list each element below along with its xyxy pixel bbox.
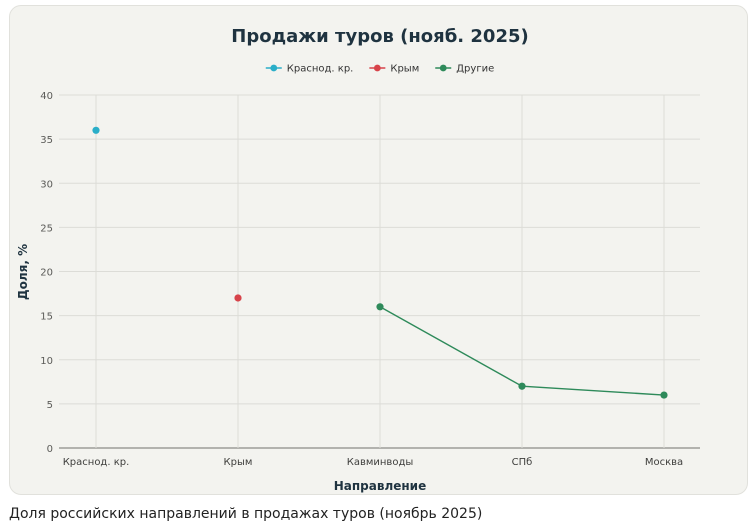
y-tick-label: 20 — [40, 268, 53, 279]
chart-title: Продажи туров (нояб. 2025) — [231, 26, 528, 47]
x-axis: Краснод. кр. Крым Кавминводы СПб Москва — [63, 457, 683, 468]
legend-dot-marker — [373, 64, 381, 72]
legend-item: Другие — [435, 64, 494, 75]
legend-item: Крым — [369, 64, 419, 75]
x-tick-label: Крым — [224, 457, 253, 468]
grid — [59, 94, 700, 449]
y-tick-label: 35 — [40, 135, 53, 146]
y-tick-label: 30 — [40, 179, 53, 190]
chart-card: Продажи туров (нояб. 2025) Краснод. кр. К… — [9, 5, 748, 495]
y-axis-label: Доля, % — [16, 244, 30, 300]
x-axis-label: Направление — [334, 479, 426, 493]
legend-label: Другие — [456, 64, 494, 75]
legend-label: Крым — [390, 64, 419, 75]
data-point — [92, 126, 100, 134]
y-tick-label: 5 — [47, 400, 53, 411]
legend: Краснод. кр. Крым Другие — [265, 64, 494, 75]
series-layer — [92, 126, 668, 399]
x-tick-label: СПб — [512, 457, 533, 468]
y-tick-label: 40 — [40, 91, 53, 102]
data-point — [660, 391, 668, 399]
y-tick-label: 25 — [40, 223, 53, 234]
legend-dot-marker — [270, 64, 278, 72]
x-tick-label: Краснод. кр. — [63, 457, 130, 468]
line-chart: Продажи туров (нояб. 2025) Краснод. кр. К… — [16, 26, 700, 493]
x-tick-label: Кавминводы — [347, 457, 414, 468]
y-axis: 0 5 10 15 20 25 30 35 40 — [40, 91, 53, 455]
data-point — [518, 382, 526, 390]
legend-label: Краснод. кр. — [287, 64, 354, 75]
data-point — [376, 303, 384, 311]
y-tick-label: 10 — [40, 356, 53, 367]
chart-caption: Доля российских направлений в продажах т… — [9, 506, 483, 522]
legend-item: Краснод. кр. — [265, 64, 354, 75]
legend-dot-marker — [439, 64, 447, 72]
y-tick-label: 15 — [40, 312, 53, 323]
x-tick-label: Москва — [645, 457, 683, 468]
data-point — [234, 294, 242, 302]
y-tick-label: 0 — [47, 444, 53, 455]
